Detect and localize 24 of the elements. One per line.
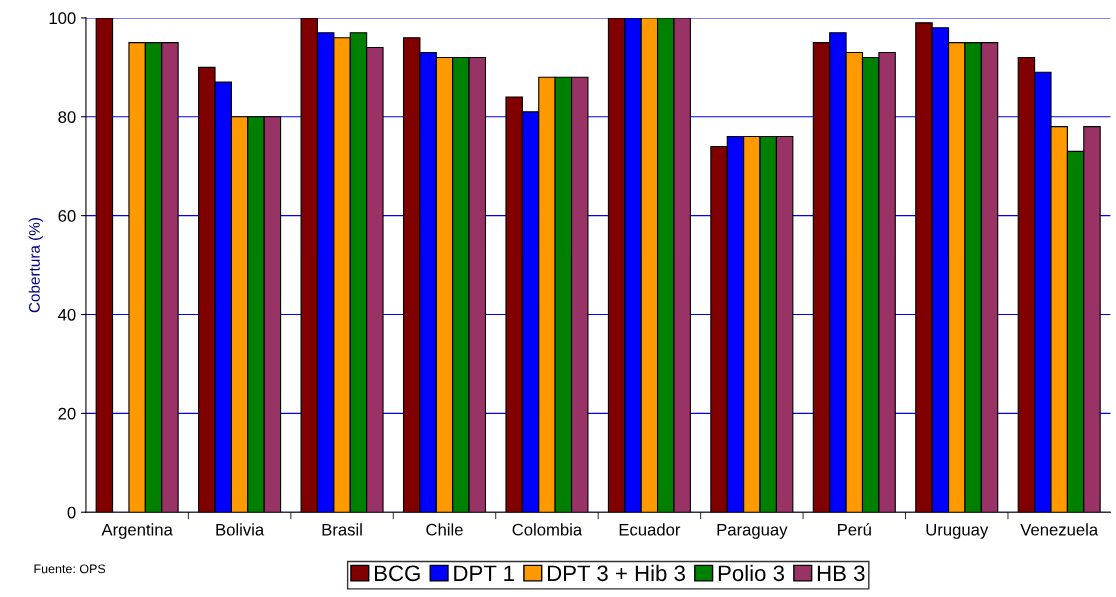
legend-label: HB 3: [817, 565, 865, 582]
x-tick-label: Venezuela: [1020, 523, 1099, 536]
bar: [95, 17, 114, 513]
y-tick-label: 20: [58, 407, 76, 420]
legend-label: DPT 1: [454, 565, 514, 581]
x-tick-label: Bolivia: [216, 523, 265, 536]
x-tick-label: Chile: [426, 523, 463, 536]
x-tick-label: Paraguay: [717, 523, 788, 539]
legend-label: BCG: [374, 565, 420, 582]
x-tick-label: Colombia: [512, 523, 583, 536]
legend-label: Polio 3: [718, 564, 784, 582]
legend-label: DPT 3 + Hib 3: [547, 564, 685, 582]
y-tick-label: 0: [67, 506, 76, 519]
y-tick-label: 100: [49, 12, 76, 25]
x-tick-label: Ecuador: [619, 523, 681, 536]
y-axis-title: Cobertura (%): [28, 218, 43, 313]
x-tick-label: Brasil: [322, 523, 362, 536]
source-note: Fuente: OPS: [34, 564, 106, 574]
y-tick-label: 80: [58, 111, 76, 123]
y-tick-label: 40: [58, 308, 76, 321]
x-tick-label: Perú: [838, 523, 871, 536]
x-tick-label: Uruguay: [926, 523, 989, 539]
y-tick-label: 60: [58, 210, 76, 222]
x-tick-label: Argentina: [101, 523, 173, 539]
